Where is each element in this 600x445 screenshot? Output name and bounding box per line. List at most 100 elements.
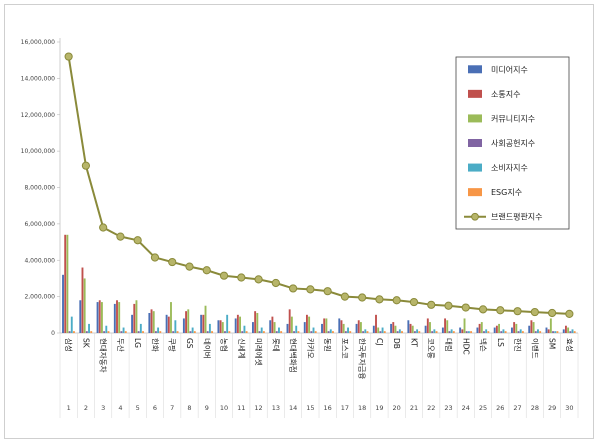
bar bbox=[262, 331, 265, 333]
bar bbox=[528, 325, 531, 333]
bar bbox=[66, 234, 69, 333]
bar bbox=[116, 300, 118, 333]
bar bbox=[448, 331, 451, 333]
bar bbox=[452, 331, 455, 333]
category-number: 16 bbox=[323, 404, 331, 412]
y-tick-label: 16,000,000 bbox=[21, 39, 56, 46]
bar bbox=[567, 327, 570, 333]
bar bbox=[312, 327, 315, 333]
category-number: 12 bbox=[254, 404, 262, 412]
reputation-point bbox=[168, 257, 177, 267]
bar bbox=[357, 320, 360, 333]
bar bbox=[502, 329, 505, 333]
category-label: CJ bbox=[375, 338, 384, 345]
bar bbox=[176, 331, 179, 333]
y-tick-label: 14,000,000 bbox=[21, 75, 56, 82]
bar bbox=[552, 331, 554, 333]
category-number: 18 bbox=[358, 404, 366, 412]
bar bbox=[323, 318, 326, 333]
bar bbox=[308, 316, 311, 333]
bar bbox=[349, 331, 352, 333]
bar bbox=[547, 329, 550, 333]
bar bbox=[459, 327, 462, 333]
category-number: 25 bbox=[479, 404, 487, 412]
bar bbox=[461, 329, 464, 333]
reputation-point bbox=[116, 232, 125, 241]
category-number: 24 bbox=[462, 404, 470, 412]
bar bbox=[303, 322, 306, 333]
bar bbox=[297, 331, 300, 333]
bar bbox=[107, 331, 110, 333]
bar bbox=[450, 329, 453, 333]
bar bbox=[500, 331, 503, 333]
bar bbox=[98, 300, 101, 333]
bar bbox=[539, 331, 542, 333]
category-number: 8 bbox=[187, 404, 191, 412]
bar bbox=[521, 331, 524, 333]
y-tick-label: 4,000,000 bbox=[24, 257, 55, 264]
category-label: 코오롱 bbox=[427, 338, 436, 359]
bar bbox=[159, 331, 162, 333]
bar bbox=[236, 314, 239, 333]
category-number: 26 bbox=[496, 404, 504, 412]
reputation-point bbox=[323, 287, 332, 296]
reputation-point bbox=[271, 278, 280, 288]
legend-swatch bbox=[468, 89, 482, 98]
reputation-point bbox=[202, 266, 211, 275]
reputation-point bbox=[548, 308, 557, 318]
category-number: 13 bbox=[272, 404, 280, 412]
bar bbox=[245, 331, 248, 333]
bar bbox=[241, 331, 244, 333]
bar bbox=[314, 331, 317, 333]
reputation-point bbox=[289, 284, 298, 293]
category-label: KT bbox=[409, 338, 418, 347]
bar bbox=[411, 325, 414, 333]
bar bbox=[390, 323, 393, 333]
bar bbox=[139, 323, 142, 333]
bar bbox=[517, 331, 520, 333]
bar bbox=[280, 331, 283, 333]
bar bbox=[431, 331, 434, 333]
bar bbox=[204, 305, 207, 333]
reputation-point bbox=[99, 223, 108, 232]
bar bbox=[480, 322, 483, 333]
bar bbox=[200, 314, 203, 333]
bar bbox=[206, 331, 209, 333]
bar bbox=[103, 331, 106, 333]
bar bbox=[68, 331, 71, 333]
chart-line-series bbox=[64, 52, 574, 319]
category-label: 현대백화점 bbox=[289, 338, 299, 373]
bar bbox=[413, 331, 416, 333]
bar bbox=[571, 329, 574, 333]
bar bbox=[217, 320, 220, 333]
bar bbox=[269, 320, 272, 333]
bar bbox=[338, 318, 341, 333]
bar bbox=[150, 309, 153, 333]
bar bbox=[554, 331, 557, 333]
bar bbox=[366, 331, 369, 333]
category-number: 29 bbox=[548, 404, 556, 412]
bar bbox=[85, 331, 88, 333]
bar bbox=[137, 331, 140, 333]
reputation-point bbox=[496, 306, 505, 315]
legend-swatch bbox=[468, 139, 482, 147]
category-label: 현대자동차 bbox=[99, 338, 108, 373]
chart-bars bbox=[62, 234, 576, 333]
bar bbox=[271, 316, 274, 333]
bar bbox=[120, 331, 123, 333]
bar bbox=[433, 329, 436, 333]
category-label: 한화 bbox=[150, 338, 159, 352]
legend-swatch bbox=[468, 114, 482, 123]
reputation-point bbox=[409, 297, 419, 307]
reputation-point bbox=[133, 236, 142, 245]
bar bbox=[483, 331, 485, 333]
bar bbox=[133, 303, 136, 333]
bar bbox=[182, 318, 185, 333]
legend-label: 소통지수 bbox=[491, 90, 520, 99]
legend-label: 커뮤니티지수 bbox=[491, 113, 535, 123]
reputation-point bbox=[81, 161, 91, 170]
bar bbox=[228, 331, 231, 333]
reputation-point bbox=[219, 271, 229, 280]
category-label: 대림 bbox=[444, 338, 453, 352]
